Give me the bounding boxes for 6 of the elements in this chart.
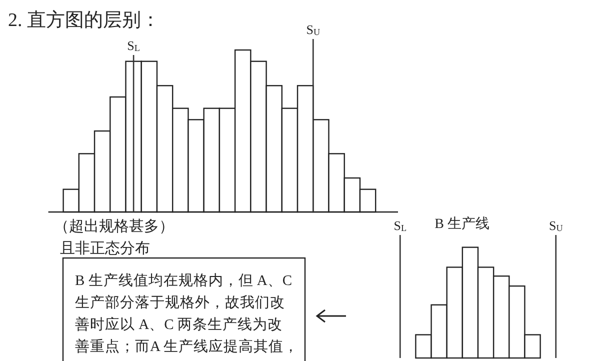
chart-title: 2. 直方图的层别： [8,9,160,31]
annotation: S$_{L}$ [127,38,140,53]
text: 且非正态分布 [60,240,150,257]
text: （超出规格甚多） [54,218,174,235]
chart-title: B 生产线 [434,216,490,232]
text: B 生产线值均在规格内，但 A、C生产部分落于规格外，故我们改善时应以 A、C 两条生产线为改善重点；而A 生产线应提高其值， [75,272,298,355]
